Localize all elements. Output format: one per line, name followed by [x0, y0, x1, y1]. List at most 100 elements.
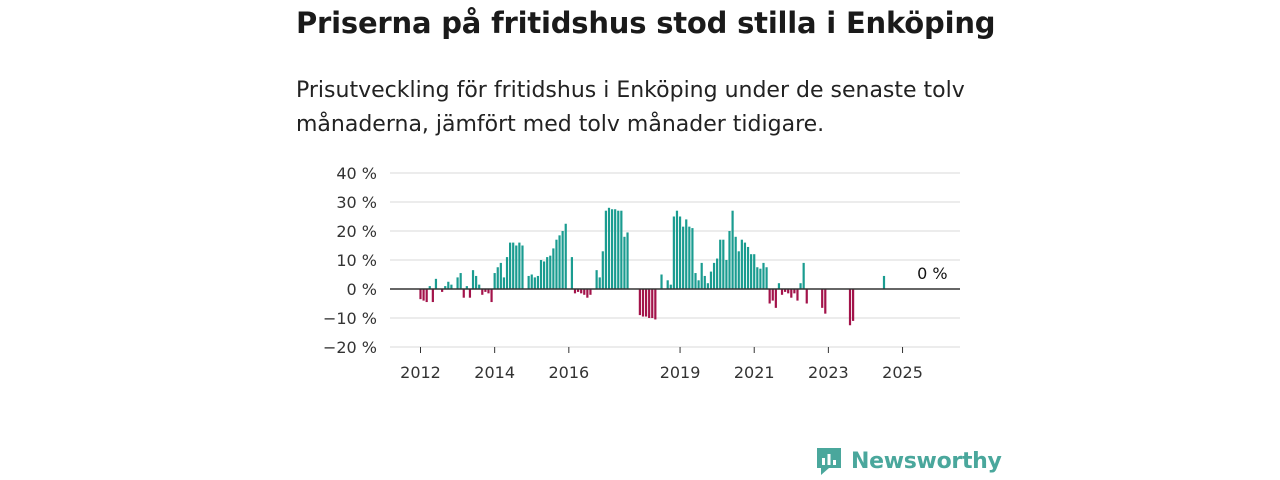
- bar: [697, 280, 700, 289]
- bar: [589, 289, 592, 295]
- bar: [712, 262, 716, 289]
- bar: [595, 270, 598, 289]
- bar: [462, 289, 465, 298]
- y-tick-label: −10 %: [323, 309, 377, 328]
- bar: [759, 268, 762, 289]
- bars: [419, 207, 886, 326]
- y-tick-label: 30 %: [336, 193, 377, 212]
- bar: [471, 270, 475, 289]
- bar: [487, 289, 490, 294]
- bar: [502, 277, 506, 289]
- y-tick-label: 0 %: [347, 280, 377, 299]
- bar: [678, 216, 682, 289]
- bar: [756, 267, 759, 289]
- x-tick-label: 2012: [400, 363, 441, 382]
- bar: [555, 239, 558, 289]
- bar: [848, 289, 852, 326]
- bar: [626, 232, 629, 289]
- bar: [583, 289, 586, 295]
- bar: [484, 289, 487, 292]
- bar: [441, 289, 444, 292]
- bar: [666, 280, 669, 289]
- bar: [777, 283, 781, 289]
- brand-name: Newsworthy: [851, 448, 1002, 474]
- bar: [641, 289, 645, 317]
- bar: [422, 289, 425, 301]
- bar: [543, 261, 546, 289]
- x-tick-label: 2021: [734, 363, 775, 382]
- bar: [533, 277, 536, 289]
- bar: [675, 210, 679, 289]
- x-axis: 2012 2014 2016 2019 2021 2023 2025: [390, 288, 960, 382]
- bar: [688, 226, 691, 289]
- bar: [465, 286, 468, 289]
- bar: [771, 289, 774, 301]
- bar: [746, 246, 750, 289]
- bar: [521, 245, 524, 289]
- bar: [805, 289, 808, 304]
- bar: [654, 289, 657, 320]
- bar: [768, 289, 771, 304]
- bar: [824, 289, 827, 314]
- bar: [731, 210, 734, 289]
- bar: [734, 236, 737, 289]
- bar: [780, 289, 784, 295]
- bar: [648, 289, 651, 318]
- bar: [737, 251, 740, 289]
- bar: [644, 289, 648, 317]
- x-tick-label: 2023: [808, 363, 849, 382]
- bar: [573, 289, 577, 294]
- bar: [586, 289, 589, 298]
- bar: [499, 262, 502, 289]
- bar: [614, 209, 617, 289]
- bar: [672, 216, 675, 289]
- bar: [434, 278, 438, 289]
- bar: [490, 289, 493, 303]
- bar: [570, 257, 574, 289]
- bar: [743, 242, 747, 289]
- bar: [790, 289, 793, 298]
- bar: [700, 262, 703, 289]
- bar: [512, 242, 515, 289]
- bar: [719, 239, 722, 289]
- bar: [740, 239, 743, 289]
- y-tick-label: 20 %: [336, 222, 377, 241]
- bar: [539, 260, 543, 289]
- bar: [669, 284, 672, 289]
- chart-subtitle: Prisutveckling för fritidshus i Enköping…: [296, 78, 965, 137]
- bar: [762, 262, 765, 289]
- bar: [428, 286, 431, 289]
- bar: [722, 239, 725, 289]
- bar: [638, 289, 641, 316]
- bar: [450, 284, 453, 289]
- bar: [475, 275, 478, 289]
- bar: [709, 271, 713, 289]
- x-tick-label: 2014: [474, 363, 515, 382]
- bar: [478, 284, 481, 289]
- y-tick-label: 40 %: [336, 164, 377, 183]
- bar: [496, 267, 499, 289]
- bar: [549, 255, 552, 289]
- bar: [799, 283, 802, 289]
- bar: [852, 289, 855, 321]
- bar: [546, 257, 549, 289]
- y-axis-tick-labels: −20 % −10 % 0 % 10 % 20 % 30 % 40 %: [323, 164, 377, 357]
- annotations: 0 %: [917, 264, 947, 283]
- bar: [694, 273, 697, 289]
- bar: [623, 236, 626, 289]
- bar: [505, 257, 509, 289]
- y-tick-label: −20 %: [323, 338, 377, 357]
- bar: [774, 289, 777, 308]
- bar: [518, 242, 521, 289]
- bar: [691, 228, 694, 289]
- bar: [431, 289, 434, 303]
- bar: [617, 210, 620, 289]
- bar: [447, 281, 450, 289]
- bar: [725, 260, 728, 289]
- bar: [536, 275, 540, 289]
- bar: [468, 289, 472, 298]
- bar: [703, 275, 706, 289]
- bar: [750, 254, 753, 289]
- bar: [802, 262, 805, 289]
- y-tick-label: 10 %: [336, 251, 377, 270]
